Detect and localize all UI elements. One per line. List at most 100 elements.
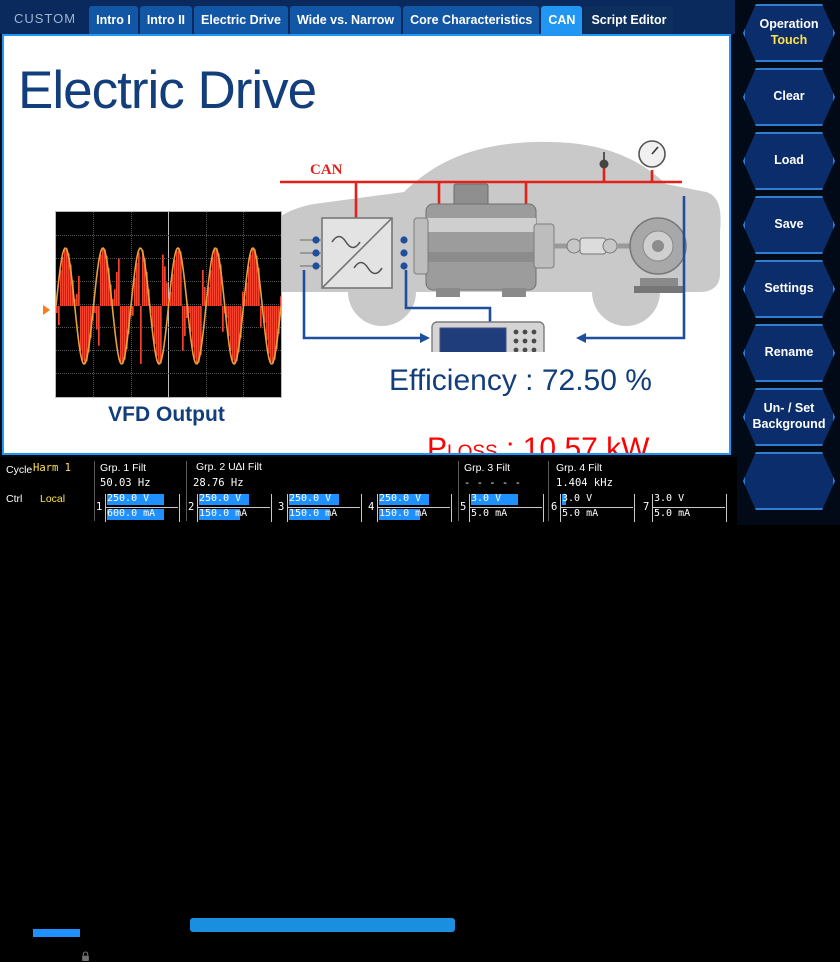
torque-sensor-icon bbox=[599, 152, 609, 169]
ctrl-value[interactable]: Local bbox=[40, 493, 66, 505]
sidebar-button-clear-label: Clear bbox=[773, 89, 805, 104]
channel-4[interactable]: 4 250.0 V 150.0 mA bbox=[368, 493, 452, 523]
channel-7[interactable]: 7 3.0 V 5.0 mA bbox=[643, 493, 727, 523]
page-title: Electric Drive bbox=[18, 61, 317, 120]
cycle-label: Cycle bbox=[6, 464, 33, 476]
tab-intro-i[interactable]: Intro I bbox=[89, 6, 138, 34]
electric-motor-icon bbox=[413, 183, 555, 297]
sidebar-button-clear[interactable]: Clear bbox=[743, 68, 835, 126]
tab-script-editor[interactable]: Script Editor bbox=[584, 6, 674, 34]
scope-caption: VFD Output bbox=[108, 403, 225, 426]
channel-6-voltage-bar bbox=[562, 494, 567, 505]
channel-2-voltage: 250.0 V bbox=[199, 493, 242, 504]
sidebar-button-settings[interactable]: Settings bbox=[743, 260, 835, 318]
measurement-signal-lines bbox=[302, 196, 686, 340]
channel-5-voltage-bar bbox=[471, 494, 518, 505]
group-3-header: Grp. 3 Filt bbox=[464, 462, 511, 474]
group-1-header: Grp. 1 Filt bbox=[100, 462, 147, 474]
status-bar: Cycle Harm 1 Ctrl Local Grp. 1 Filt 50.0… bbox=[0, 457, 737, 961]
efficiency-value: 72.50 % bbox=[541, 364, 652, 397]
channel-3-number: 3 bbox=[278, 501, 285, 513]
channel-5[interactable]: 5 3.0 V 5.0 mA bbox=[460, 493, 544, 523]
tab-can[interactable]: CAN bbox=[541, 6, 583, 34]
tab-wide-vs-narrow[interactable]: Wide vs. Narrow bbox=[289, 6, 402, 34]
scope-grid[interactable] bbox=[55, 211, 282, 398]
tab-electric-drive[interactable]: Electric Drive bbox=[194, 6, 288, 34]
channel-6-voltage: 3.0 V bbox=[562, 493, 593, 504]
ploss-separator: : bbox=[497, 432, 523, 455]
channel-5-voltage: 3.0 V bbox=[471, 493, 502, 504]
channel-1-number: 1 bbox=[96, 501, 103, 513]
group-3-frequency: - - - - - bbox=[464, 477, 521, 489]
channel-6-number: 6 bbox=[551, 501, 558, 513]
channel-1[interactable]: 1 250.0 V 600.0 mA bbox=[96, 493, 180, 523]
power-analyzer-icon bbox=[431, 321, 545, 371]
channel-1-voltage: 250.0 V bbox=[107, 493, 150, 504]
group-2-frequency: 28.76 Hz bbox=[193, 477, 244, 489]
channel-4-voltage: 250.0 V bbox=[379, 493, 422, 504]
sidebar-button-set-background[interactable]: Un- / Set Background bbox=[743, 388, 835, 446]
channel-2-current: 150.0 mA bbox=[199, 508, 248, 519]
sidebar: Operation Touch Clear Load Save Settings… bbox=[737, 0, 840, 525]
channel-6-current: 5.0 mA bbox=[562, 508, 599, 519]
trigger-marker-icon bbox=[43, 305, 50, 315]
waveform-display[interactable]: Voltage V bbox=[43, 211, 284, 431]
channel-2-current-bar bbox=[199, 509, 241, 520]
lock-icon bbox=[82, 951, 89, 961]
sidebar-button-operation-value: Touch bbox=[770, 33, 808, 47]
group-4-frequency: 1.404 kHz bbox=[556, 477, 613, 489]
group-4-header: Grp. 4 Filt bbox=[556, 462, 603, 474]
sidebar-button-operation[interactable]: Operation Touch bbox=[743, 4, 835, 62]
cycle-progress-bar bbox=[33, 929, 80, 937]
channel-5-current: 5.0 mA bbox=[471, 508, 508, 519]
sidebar-button-save-label: Save bbox=[774, 217, 804, 232]
vfd-waveform-trace bbox=[56, 246, 281, 366]
tab-core-characteristics[interactable]: Core Characteristics bbox=[403, 6, 540, 34]
tab-intro-ii[interactable]: Intro II bbox=[139, 6, 193, 34]
group-2-header: Grp. 2 U∆I Filt bbox=[196, 461, 262, 473]
efficiency-readout: Efficiency : 72.50 % bbox=[389, 364, 652, 398]
channel-4-current: 150.0 mA bbox=[379, 508, 428, 519]
sidebar-button-rename-label: Rename bbox=[764, 345, 814, 360]
channel-7-voltage: 3.0 V bbox=[654, 493, 685, 504]
channel-4-number: 4 bbox=[368, 501, 375, 513]
shaft-coupling-icon bbox=[554, 237, 632, 255]
channel-7-current: 5.0 mA bbox=[654, 508, 691, 519]
channel-4-current-bar bbox=[379, 509, 421, 520]
channel-1-current: 600.0 mA bbox=[107, 508, 156, 519]
channel-3-voltage-bar bbox=[289, 494, 339, 505]
channel-2[interactable]: 2 250.0 V 150.0 mA bbox=[188, 493, 272, 523]
inverter-icon bbox=[321, 217, 393, 289]
sidebar-button-settings-label: Settings bbox=[764, 281, 814, 296]
channel-7-number: 7 bbox=[643, 501, 650, 513]
channel-3-voltage: 250.0 V bbox=[289, 493, 332, 504]
channel-3-current: 150.0 mA bbox=[289, 508, 338, 519]
channel-1-current-bar bbox=[107, 509, 164, 520]
inverter-output-terminals bbox=[400, 236, 408, 270]
channel-3-current-bar bbox=[289, 509, 331, 520]
power-loss-readout: PLOSS : 10.57 kW bbox=[427, 432, 650, 455]
group-1-frequency: 50.03 Hz bbox=[100, 477, 151, 489]
ploss-label: P bbox=[427, 432, 448, 455]
can-bus-label: CAN bbox=[310, 162, 343, 178]
sidebar-button-rename[interactable]: Rename bbox=[743, 324, 835, 382]
channel-4-voltage-bar bbox=[379, 494, 429, 505]
sidebar-button-operation-label: Operation bbox=[759, 17, 819, 32]
sidebar-button-save[interactable]: Save bbox=[743, 196, 835, 254]
sidebar-button-load[interactable]: Load bbox=[743, 132, 835, 190]
channel-2-number: 2 bbox=[188, 501, 195, 513]
sidebar-button-set-background-label: Un- / Set Background bbox=[752, 401, 826, 431]
tab-bar: CUSTOM Intro I Intro II Electric Drive W… bbox=[0, 0, 735, 34]
cycle-value: Harm 1 bbox=[33, 462, 71, 474]
channel-2-voltage-bar bbox=[199, 494, 249, 505]
channel-3[interactable]: 3 250.0 V 150.0 mA bbox=[278, 493, 362, 523]
custom-label: CUSTOM bbox=[14, 11, 77, 26]
dynamometer-icon bbox=[629, 217, 687, 293]
gauge-icon bbox=[638, 140, 666, 168]
inverter-input-terminals bbox=[300, 236, 322, 270]
channel-6[interactable]: 6 3.0 V 5.0 mA bbox=[551, 493, 635, 523]
ploss-value: 10.57 kW bbox=[522, 432, 650, 455]
sidebar-button-empty[interactable] bbox=[743, 452, 835, 510]
efficiency-label: Efficiency : bbox=[389, 364, 542, 397]
